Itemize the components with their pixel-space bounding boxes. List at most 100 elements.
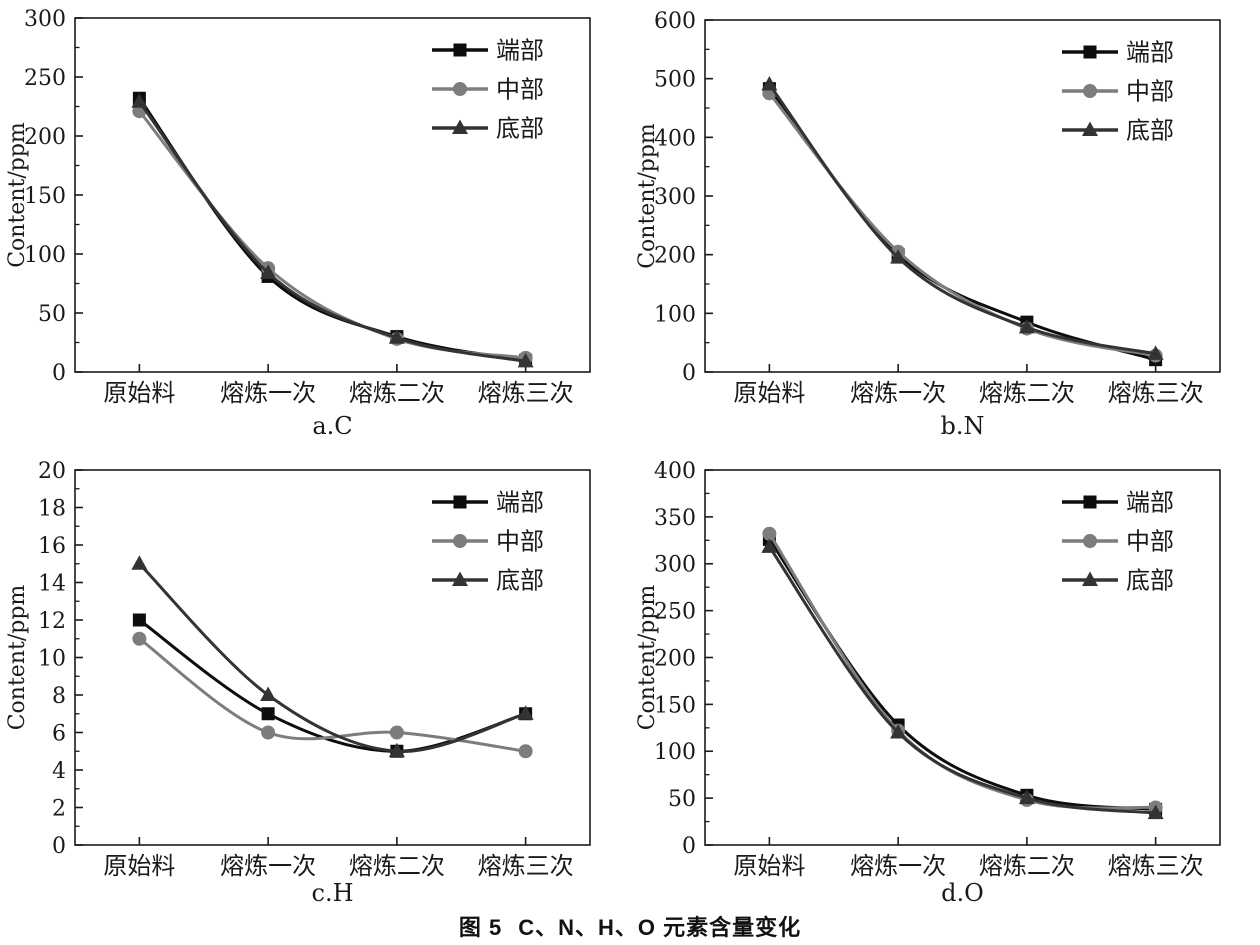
- y-tick-label: 200: [24, 125, 66, 150]
- series-底部: [131, 93, 534, 368]
- square-marker: [261, 707, 275, 721]
- y-tick-label: 10: [38, 646, 66, 671]
- figure-number: 图 5: [458, 915, 503, 940]
- category-label: 熔炼二次: [979, 380, 1075, 407]
- y-tick-label: 50: [668, 787, 696, 812]
- circle-marker: [132, 631, 147, 646]
- y-tick-label: 4: [52, 759, 66, 784]
- category-label: 熔炼一次: [220, 853, 316, 880]
- category-label: 原始料: [733, 853, 805, 880]
- y-tick-label: 2: [52, 796, 66, 821]
- triangle-marker: [260, 264, 277, 279]
- chart-subtitle: c.H: [312, 879, 354, 907]
- chart-d-oxygen: 0 50 100 150 200 250 300 350 400 原始料 熔炼一次 熔炼二次 熔炼三次 C…: [635, 459, 1221, 907]
- series-line: [138, 97, 526, 362]
- y-tick-label: 16: [38, 534, 66, 559]
- chart-subtitle: b.N: [941, 412, 985, 440]
- y-tick-label: 200: [654, 646, 696, 671]
- triangle-marker: [517, 705, 534, 720]
- triangle-marker: [517, 352, 534, 368]
- y-tick-label: 150: [24, 184, 66, 209]
- circle-marker: [1083, 84, 1097, 98]
- series-line: [768, 83, 1156, 356]
- legend-item-label: 中部: [1126, 529, 1174, 556]
- series-中部: [132, 104, 533, 365]
- legend-item-label: 底部: [496, 116, 544, 143]
- triangle-marker: [1147, 345, 1164, 360]
- plot-frame: [704, 469, 1221, 846]
- triangle-marker: [452, 119, 468, 134]
- triangle-marker: [1082, 571, 1098, 586]
- category-label: 熔炼二次: [349, 853, 445, 880]
- x-axis: 原始料 熔炼一次 熔炼二次 熔炼三次: [733, 837, 1204, 880]
- y-tick-label: 0: [682, 834, 696, 859]
- chart-b-nitrogen: 0 100 200 300 400 500 600 原始料 熔炼一次 熔炼二次 熔炼三次 Conten…: [635, 9, 1221, 440]
- plot-frame: [74, 17, 591, 373]
- x-axis: 原始料 熔炼一次 熔炼二次 熔炼三次: [103, 364, 574, 407]
- circle-marker: [762, 526, 777, 541]
- y-tick-label: 14: [38, 571, 66, 596]
- category-label: 熔炼三次: [1108, 380, 1204, 407]
- category-label: 熔炼一次: [850, 853, 946, 880]
- square-marker: [132, 613, 146, 627]
- square-marker: [453, 43, 467, 57]
- series-line: [768, 92, 1156, 358]
- y-axis-title: Content/ppm: [635, 123, 660, 269]
- y-tick-label: 0: [52, 834, 66, 859]
- y-axis-title: Content/ppm: [5, 585, 30, 731]
- y-axis-title: Content/ppm: [635, 585, 660, 731]
- triangle-marker: [388, 742, 405, 758]
- legend-item-label: 底部: [1126, 118, 1174, 145]
- triangle-marker: [1147, 804, 1164, 820]
- y-tick-label: 300: [654, 185, 696, 210]
- triangle-marker: [131, 93, 148, 108]
- triangle-marker: [761, 76, 778, 91]
- triangle-marker: [890, 724, 907, 739]
- y-tick-label: 8: [52, 684, 66, 709]
- y-tick-label: 350: [654, 506, 696, 531]
- y-tick-label: 150: [654, 693, 696, 718]
- charts-grid: 0 50 100 150 200 250 300 原始料 熔炼一次 熔炼二次 熔炼三次 Content…: [5, 7, 1221, 907]
- square-marker: [453, 495, 467, 509]
- y-tick-label: 0: [52, 361, 66, 386]
- series-底部: [761, 538, 1164, 820]
- x-axis: 原始料 熔炼一次 熔炼二次 熔炼三次: [733, 364, 1204, 407]
- circle-marker: [389, 725, 404, 740]
- series-底部: [131, 555, 534, 758]
- y-tick-label: 100: [654, 740, 696, 765]
- series-端部: [762, 532, 1163, 816]
- legend-item-label: 底部: [496, 568, 544, 595]
- y-tick-label: 18: [38, 496, 66, 521]
- series-底部: [761, 76, 1164, 360]
- series-line: [138, 637, 526, 753]
- y-tick-label: 400: [654, 126, 696, 151]
- triangle-marker: [1018, 789, 1035, 805]
- chart-c-hydrogen: 0 2 4 6 8 10 12 14 16 18 20 原始料 熔炼一次 熔炼二次 熔炼三次 Content/…: [5, 459, 591, 907]
- category-label: 熔炼三次: [1108, 853, 1204, 880]
- triangle-marker: [260, 686, 277, 701]
- category-label: 熔炼二次: [979, 853, 1075, 880]
- legend-item-label: 底部: [1126, 568, 1174, 595]
- series-line: [138, 562, 527, 753]
- series-端部: [762, 82, 1163, 367]
- circle-marker: [261, 725, 276, 740]
- y-tick-label: 12: [38, 609, 66, 634]
- chart-subtitle: a.C: [312, 412, 352, 440]
- y-tick-label: 300: [24, 7, 66, 32]
- circle-marker: [1083, 534, 1097, 548]
- y-tick-label: 100: [24, 243, 66, 268]
- y-axis: 0 2 4 6 8 10 12 14 16 18 20: [38, 459, 83, 859]
- series-中部: [132, 631, 533, 759]
- circle-marker: [518, 744, 533, 759]
- y-tick-label: 20: [38, 459, 66, 484]
- figure-caption-text: C、N、H、O 元素含量变化: [518, 915, 802, 940]
- category-label: 熔炼一次: [850, 380, 946, 407]
- y-tick-label: 0: [682, 361, 696, 386]
- triangle-marker: [452, 571, 468, 586]
- legend-item-label: 端部: [496, 38, 544, 65]
